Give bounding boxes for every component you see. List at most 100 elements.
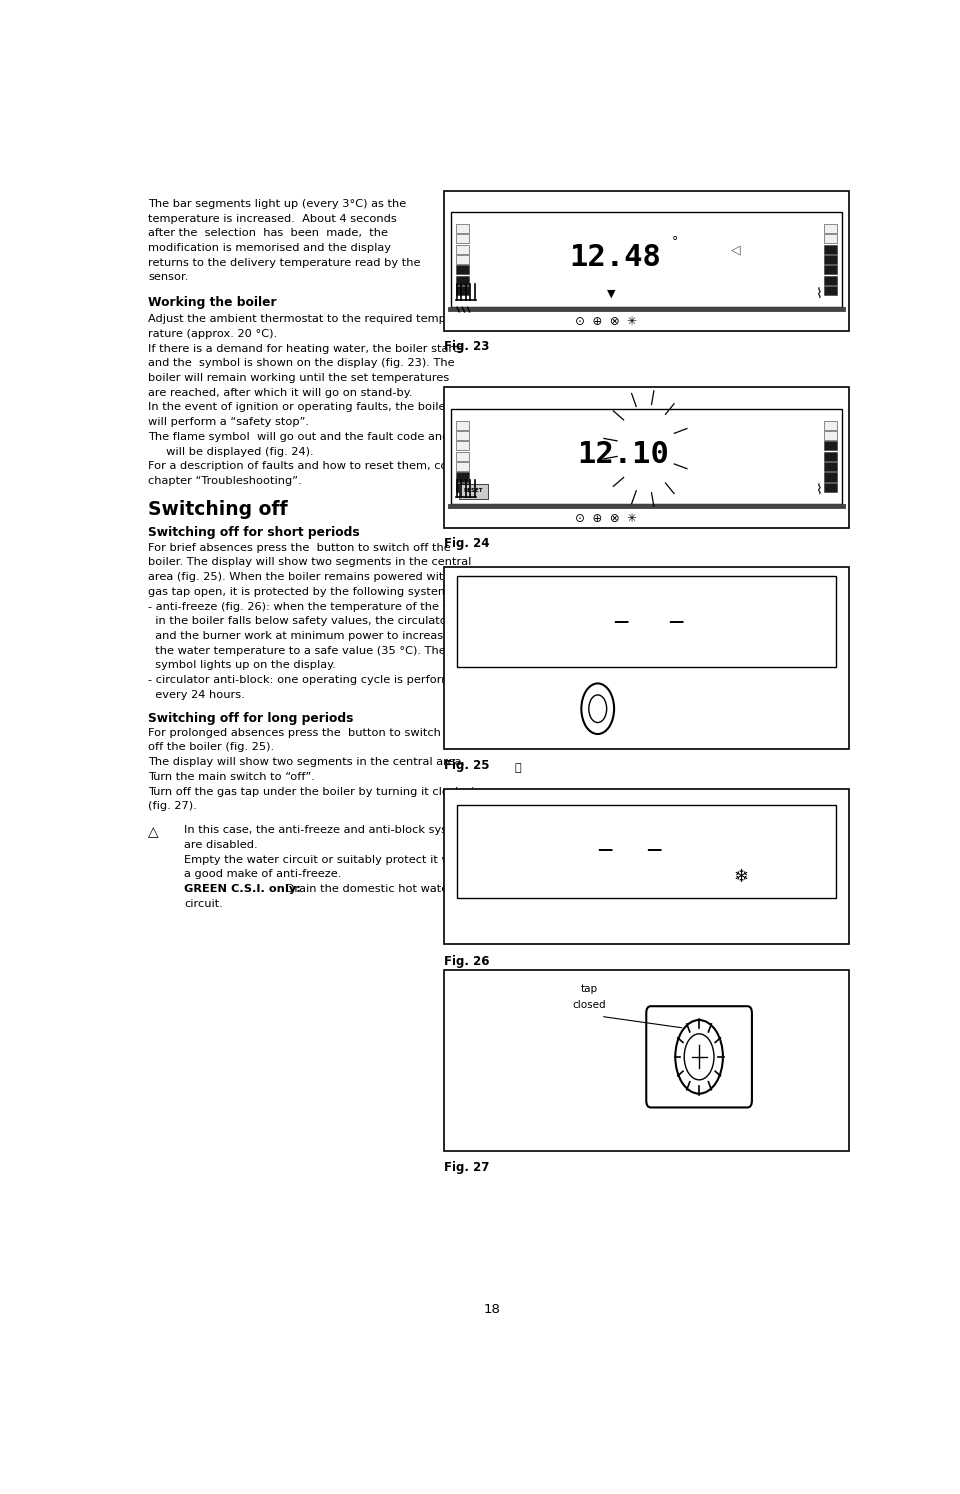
Bar (824, 224, 837, 233)
Bar (824, 245, 837, 254)
Bar (451, 408, 842, 503)
Bar (456, 255, 468, 264)
Text: Drain the domestic hot water: Drain the domestic hot water (282, 884, 453, 895)
Text: rature (approx. 20 °C).: rature (approx. 20 °C). (148, 329, 277, 339)
Bar (457, 577, 836, 666)
Text: ⊙  ⊕  ⊗  ✳: ⊙ ⊕ ⊗ ✳ (575, 511, 636, 524)
Text: 12.48: 12.48 (569, 244, 661, 272)
Text: - circulator anti-block: one operating cycle is performed: - circulator anti-block: one operating c… (148, 675, 467, 686)
Text: area (fig. 25). When the boiler remains powered with the: area (fig. 25). When the boiler remains … (148, 572, 473, 583)
Text: Turn the main switch to “off”.: Turn the main switch to “off”. (148, 772, 315, 781)
Text: GREEN C.S.I. only:: GREEN C.S.I. only: (184, 884, 300, 895)
Text: Switching off: Switching off (148, 500, 288, 518)
Text: —: — (668, 614, 684, 629)
Bar (824, 266, 837, 275)
Text: circuit.: circuit. (184, 899, 223, 908)
Text: In this case, the anti-freeze and anti-block systems: In this case, the anti-freeze and anti-b… (184, 825, 475, 835)
Text: ▼: ▼ (607, 288, 615, 299)
Bar (456, 421, 468, 430)
Text: ❄: ❄ (733, 868, 749, 886)
Bar (456, 235, 468, 244)
Bar (824, 441, 837, 451)
Text: boiler will remain working until the set temperatures: boiler will remain working until the set… (148, 374, 449, 382)
Text: ⊙  ⊕  ⊗  ✳: ⊙ ⊕ ⊗ ✳ (575, 315, 636, 327)
Bar (824, 421, 837, 430)
Bar (444, 566, 849, 748)
Text: △: △ (148, 825, 159, 840)
Text: Adjust the ambient thermostat to the required tempe-: Adjust the ambient thermostat to the req… (148, 314, 457, 324)
Text: are disabled.: are disabled. (184, 840, 257, 850)
Bar (456, 285, 468, 296)
Text: after the  selection  has  been  made,  the: after the selection has been made, the (148, 229, 388, 238)
Text: ⌇: ⌇ (816, 483, 823, 498)
Text: every 24 hours.: every 24 hours. (148, 690, 245, 699)
Text: closed: closed (573, 1001, 607, 1010)
Text: RESET: RESET (464, 489, 483, 493)
Text: Working the boiler: Working the boiler (148, 296, 276, 309)
Bar (456, 224, 468, 233)
Bar (456, 451, 468, 460)
Text: The display will show two segments in the central area.: The display will show two segments in th… (148, 757, 466, 768)
Text: and the  symbol is shown on the display (fig. 23). The: and the symbol is shown on the display (… (148, 359, 455, 368)
Text: Fig. 25: Fig. 25 (444, 759, 490, 772)
Bar (456, 462, 468, 471)
Text: tap: tap (581, 985, 598, 994)
Bar (444, 191, 849, 332)
Bar (444, 387, 849, 527)
Bar (824, 483, 837, 492)
Text: and the burner work at minimum power to increase: and the burner work at minimum power to … (148, 630, 450, 641)
Bar (824, 285, 837, 296)
Bar (456, 245, 468, 254)
Bar (456, 276, 468, 285)
Text: (fig. 27).: (fig. 27). (148, 801, 197, 811)
Text: sensor.: sensor. (148, 272, 189, 282)
Bar (456, 441, 468, 451)
Text: ⏻: ⏻ (515, 762, 521, 772)
Text: If there is a demand for heating water, the boiler starts: If there is a demand for heating water, … (148, 344, 464, 354)
Text: ◁: ◁ (732, 244, 741, 257)
Bar (444, 970, 849, 1152)
Bar (451, 212, 842, 308)
Text: Switching off for long periods: Switching off for long periods (148, 711, 353, 725)
Text: - anti-freeze (fig. 26): when the temperature of the water: - anti-freeze (fig. 26): when the temper… (148, 602, 475, 611)
Text: —: — (646, 841, 661, 856)
Text: gas tap open, it is protected by the following systems:: gas tap open, it is protected by the fol… (148, 587, 459, 596)
Text: 18: 18 (484, 1303, 500, 1316)
Text: chapter “Troubleshooting”.: chapter “Troubleshooting”. (148, 477, 301, 486)
Text: boiler. The display will show two segments in the central: boiler. The display will show two segmen… (148, 557, 471, 568)
Text: Fig. 26: Fig. 26 (444, 955, 490, 968)
Text: are reached, after which it will go on stand-by.: are reached, after which it will go on s… (148, 387, 413, 397)
Text: modification is memorised and the display: modification is memorised and the displa… (148, 244, 392, 252)
Bar (824, 462, 837, 471)
Text: Empty the water circuit or suitably protect it with: Empty the water circuit or suitably prot… (184, 855, 466, 865)
Bar (459, 484, 489, 499)
Text: temperature is increased.  About 4 seconds: temperature is increased. About 4 second… (148, 214, 397, 224)
Text: 12.10: 12.10 (577, 439, 669, 469)
Bar (824, 430, 837, 441)
Text: Fig. 27: Fig. 27 (444, 1161, 489, 1174)
Text: will perform a “safety stop”.: will perform a “safety stop”. (148, 417, 309, 427)
Text: Fig. 23: Fig. 23 (444, 341, 489, 354)
Bar (444, 789, 849, 944)
Text: For a description of faults and how to reset them, consult: For a description of faults and how to r… (148, 462, 476, 471)
Text: For brief absences press the  button to switch off the: For brief absences press the button to s… (148, 542, 451, 553)
Text: in the boiler falls below safety values, the circulator: in the boiler falls below safety values,… (148, 617, 452, 626)
Bar (456, 483, 468, 492)
Text: —: — (612, 614, 628, 629)
Text: Fig. 24: Fig. 24 (444, 536, 490, 550)
Text: off the boiler (fig. 25).: off the boiler (fig. 25). (148, 743, 275, 753)
Bar (456, 472, 468, 481)
Bar (824, 255, 837, 264)
Bar (824, 235, 837, 244)
Text: The bar segments light up (every 3°C) as the: The bar segments light up (every 3°C) as… (148, 199, 406, 209)
Text: Switching off for short periods: Switching off for short periods (148, 526, 360, 539)
Text: —: — (597, 841, 612, 856)
Text: °: ° (671, 235, 678, 248)
Text: a good make of anti-freeze.: a good make of anti-freeze. (184, 870, 342, 880)
Bar (824, 472, 837, 481)
Text: symbol lights up on the display.: symbol lights up on the display. (148, 660, 336, 671)
Text: returns to the delivery temperature read by the: returns to the delivery temperature read… (148, 258, 420, 267)
Bar (824, 451, 837, 460)
Bar (456, 266, 468, 275)
Text: The flame symbol  will go out and the fault code and: The flame symbol will go out and the fau… (148, 432, 449, 442)
